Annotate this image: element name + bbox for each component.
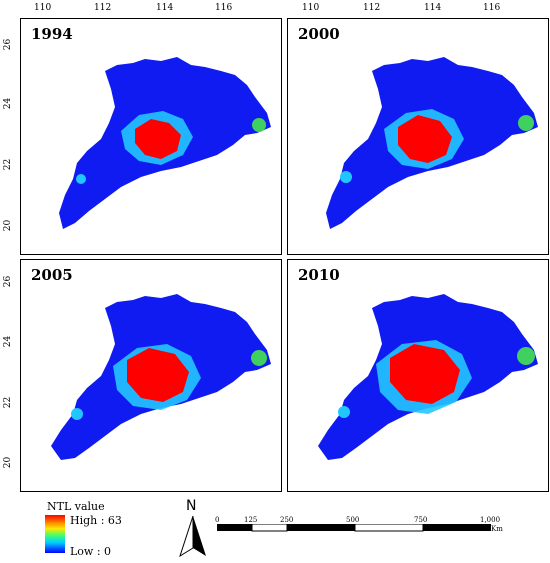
lat-tick-26-bottom: 26 — [3, 275, 14, 288]
legend-color-ramp — [45, 515, 65, 553]
north-arrow-icon — [179, 515, 206, 558]
map-panel-2010: 2010 — [287, 259, 549, 492]
ntl-urban-high — [135, 119, 181, 159]
ntl-map-2010 — [318, 294, 538, 460]
lon-tick-top-right-110: 110 — [302, 3, 320, 13]
ntl-hotspot — [251, 350, 267, 366]
map-panel-2005: 2005 — [20, 259, 282, 492]
ntl-urban-high — [127, 348, 189, 402]
lon-tick-top-right-116: 116 — [483, 3, 501, 13]
scale-tick-label: 250 — [280, 516, 294, 524]
ntl-hotspot — [518, 115, 534, 131]
ntl-map-2005 — [51, 294, 271, 460]
scale-tick-label: 0 — [215, 516, 220, 524]
scale-tick-label: 125 — [244, 516, 258, 524]
lat-tick-22-bottom: 22 — [3, 396, 14, 409]
lon-tick-top-right-114: 114 — [424, 3, 442, 13]
ntl-urban-high — [390, 344, 460, 404]
lon-tick-top-left-112: 112 — [94, 3, 112, 13]
lon-tick-top-left-114: 114 — [156, 3, 174, 13]
legend-high-label: High : 63 — [70, 514, 122, 527]
lat-tick-22-top: 22 — [3, 158, 14, 171]
ntl-hotspot — [252, 118, 266, 132]
ntl-hotspot — [71, 408, 83, 420]
scale-tick-label: 500 — [346, 516, 360, 524]
panel-year-label: 2005 — [31, 266, 73, 284]
lon-tick-top-left-116: 116 — [215, 3, 233, 13]
scale-tick-label: 1,000 — [480, 516, 501, 524]
lat-tick-26-top: 26 — [3, 38, 14, 51]
lat-tick-24-bottom: 24 — [3, 335, 14, 348]
scale-tick-label: 750 — [414, 516, 428, 524]
panel-year-label: 2010 — [298, 266, 340, 284]
legend-title: NTL value — [47, 500, 105, 513]
lon-tick-top-left-110: 110 — [34, 3, 52, 13]
ntl-hotspot — [517, 347, 535, 365]
ntl-map-1994 — [59, 57, 271, 229]
ntl-urban-high — [398, 115, 452, 163]
ntl-hotspot — [338, 406, 350, 418]
panel-year-label: 1994 — [31, 25, 73, 43]
ntl-hotspot — [76, 174, 86, 184]
legend-low-label: Low : 0 — [70, 545, 112, 558]
ntl-map-2000 — [326, 57, 538, 229]
ntl-hotspot — [340, 171, 352, 183]
lon-tick-top-right-112: 112 — [363, 3, 381, 13]
lat-tick-24-top: 24 — [3, 97, 14, 110]
panel-year-label: 2000 — [298, 25, 340, 43]
scale-unit-label: Km — [491, 525, 503, 533]
map-panel-1994: 1994 — [20, 18, 282, 255]
scale-bar — [217, 524, 491, 532]
lat-tick-20-top: 20 — [3, 219, 14, 232]
map-panel-2000: 2000 — [287, 18, 549, 255]
lat-tick-20-bottom: 20 — [3, 456, 14, 469]
north-arrow-label: N — [186, 498, 197, 514]
